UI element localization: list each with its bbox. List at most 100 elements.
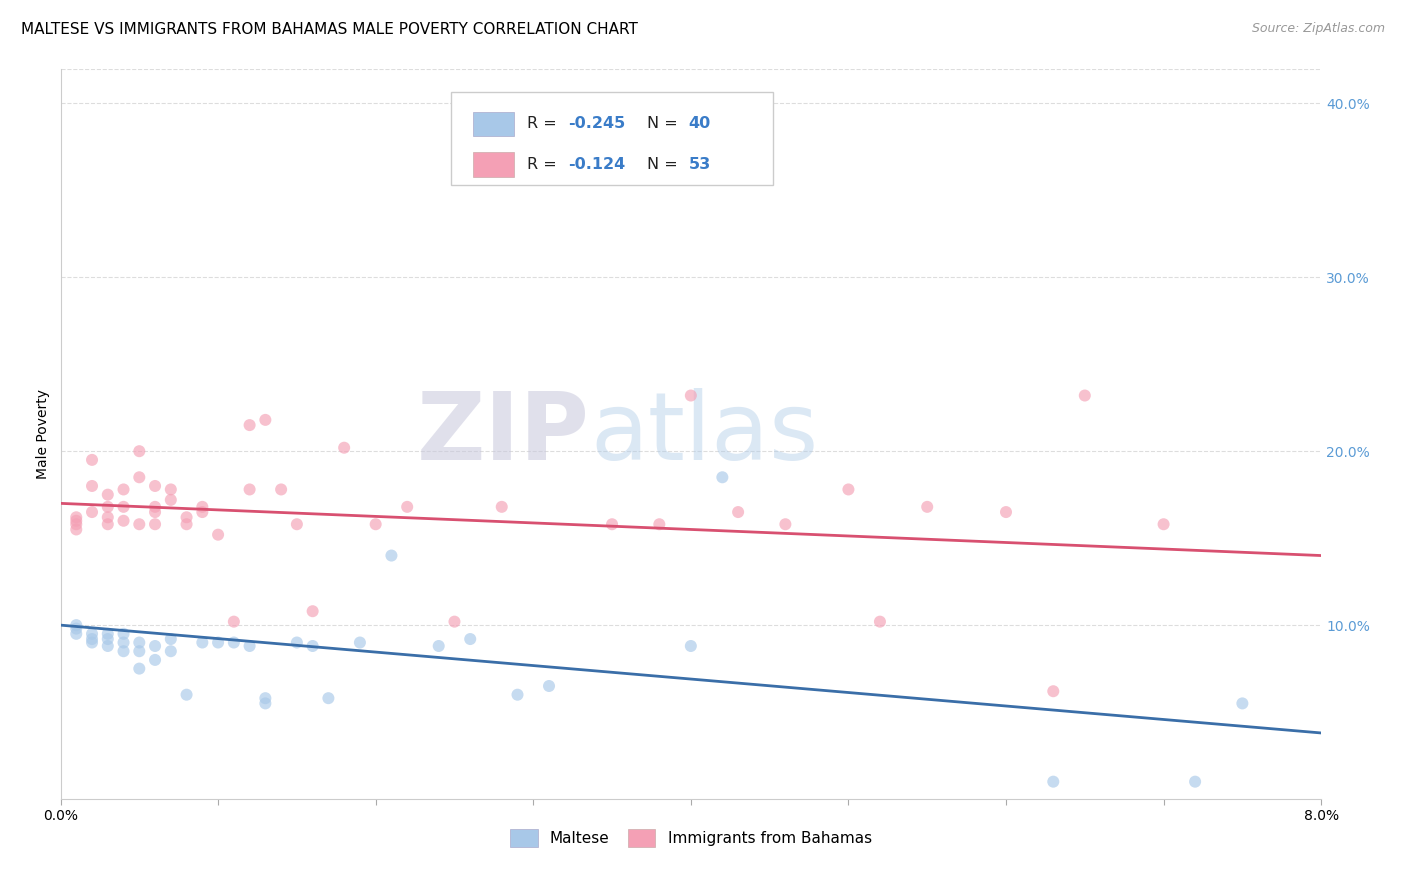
Point bbox=[159, 492, 181, 507]
Point bbox=[506, 688, 529, 702]
Point bbox=[600, 517, 623, 532]
Point bbox=[128, 662, 150, 676]
Point bbox=[128, 644, 150, 658]
Point bbox=[112, 483, 135, 497]
Point bbox=[143, 517, 166, 532]
Point bbox=[285, 635, 308, 649]
Point bbox=[333, 441, 356, 455]
Point bbox=[97, 639, 120, 653]
Point bbox=[1153, 517, 1175, 532]
Point bbox=[65, 517, 87, 532]
Point bbox=[112, 644, 135, 658]
Point bbox=[254, 413, 277, 427]
Text: Source: ZipAtlas.com: Source: ZipAtlas.com bbox=[1251, 22, 1385, 36]
Point bbox=[65, 514, 87, 528]
Point bbox=[207, 527, 229, 541]
Point bbox=[207, 635, 229, 649]
Text: ZIP: ZIP bbox=[418, 388, 591, 480]
Point bbox=[254, 697, 277, 711]
Text: -0.124: -0.124 bbox=[568, 157, 626, 172]
Text: atlas: atlas bbox=[591, 388, 818, 480]
FancyBboxPatch shape bbox=[451, 92, 773, 186]
Point bbox=[97, 488, 120, 502]
Point bbox=[143, 653, 166, 667]
Point bbox=[112, 635, 135, 649]
Point bbox=[80, 635, 103, 649]
FancyBboxPatch shape bbox=[472, 112, 515, 136]
Point bbox=[775, 517, 797, 532]
Point bbox=[380, 549, 402, 563]
Point bbox=[159, 483, 181, 497]
Point bbox=[727, 505, 749, 519]
Point bbox=[97, 500, 120, 514]
Point bbox=[65, 618, 87, 632]
Point bbox=[491, 500, 513, 514]
Legend: Maltese, Immigrants from Bahamas: Maltese, Immigrants from Bahamas bbox=[503, 822, 877, 854]
Point bbox=[80, 627, 103, 641]
Point bbox=[176, 517, 198, 532]
Point bbox=[301, 604, 323, 618]
Text: 40: 40 bbox=[689, 117, 710, 131]
Point bbox=[191, 635, 214, 649]
Point bbox=[254, 691, 277, 706]
Text: R =: R = bbox=[527, 157, 562, 172]
Text: 53: 53 bbox=[689, 157, 710, 172]
Point bbox=[1074, 388, 1097, 402]
Point bbox=[915, 500, 938, 514]
Point bbox=[80, 632, 103, 646]
Text: N =: N = bbox=[647, 157, 682, 172]
Point bbox=[176, 688, 198, 702]
Point bbox=[364, 517, 387, 532]
Point bbox=[522, 162, 544, 177]
Point bbox=[396, 500, 419, 514]
Point bbox=[191, 505, 214, 519]
Point bbox=[112, 514, 135, 528]
Point bbox=[679, 388, 702, 402]
Point bbox=[711, 470, 734, 484]
Point bbox=[128, 517, 150, 532]
Point bbox=[143, 500, 166, 514]
Point bbox=[869, 615, 891, 629]
Point bbox=[349, 635, 371, 649]
Point bbox=[1184, 774, 1206, 789]
Point bbox=[301, 639, 323, 653]
Point bbox=[1232, 697, 1254, 711]
Point bbox=[159, 632, 181, 646]
Point bbox=[128, 444, 150, 458]
Text: N =: N = bbox=[647, 117, 682, 131]
Point bbox=[318, 691, 340, 706]
Text: -0.245: -0.245 bbox=[568, 117, 626, 131]
Point bbox=[143, 639, 166, 653]
Point bbox=[679, 639, 702, 653]
Point bbox=[648, 517, 671, 532]
Text: MALTESE VS IMMIGRANTS FROM BAHAMAS MALE POVERTY CORRELATION CHART: MALTESE VS IMMIGRANTS FROM BAHAMAS MALE … bbox=[21, 22, 638, 37]
Point bbox=[80, 453, 103, 467]
Point bbox=[427, 639, 450, 653]
Point bbox=[80, 479, 103, 493]
Point bbox=[176, 510, 198, 524]
Point bbox=[458, 632, 481, 646]
Point bbox=[65, 510, 87, 524]
Y-axis label: Male Poverty: Male Poverty bbox=[37, 389, 51, 479]
Point bbox=[65, 627, 87, 641]
Point bbox=[837, 483, 859, 497]
Point bbox=[222, 635, 245, 649]
Point bbox=[995, 505, 1018, 519]
Point bbox=[128, 470, 150, 484]
Point bbox=[112, 500, 135, 514]
Point bbox=[97, 632, 120, 646]
Point bbox=[159, 644, 181, 658]
Point bbox=[270, 483, 292, 497]
Point bbox=[222, 615, 245, 629]
Point bbox=[239, 483, 262, 497]
Point bbox=[97, 517, 120, 532]
Point bbox=[112, 627, 135, 641]
Point bbox=[443, 615, 465, 629]
Point bbox=[80, 505, 103, 519]
FancyBboxPatch shape bbox=[472, 153, 515, 177]
Text: R =: R = bbox=[527, 117, 562, 131]
Point bbox=[143, 505, 166, 519]
Point bbox=[65, 622, 87, 636]
Point bbox=[1042, 684, 1064, 698]
Point bbox=[537, 679, 560, 693]
